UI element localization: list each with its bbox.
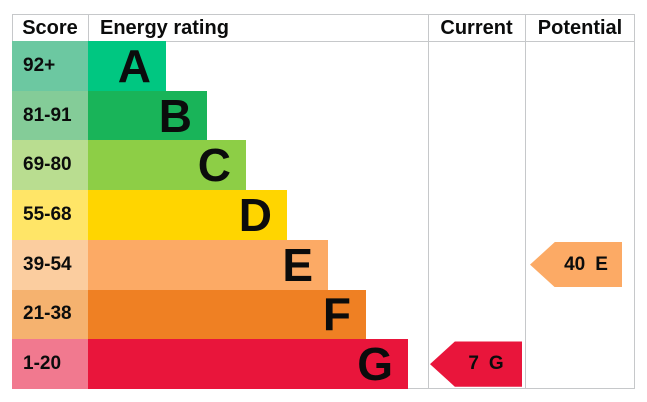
band-row-c: 69-80 C: [12, 140, 635, 191]
score-cell: 69-80: [12, 140, 88, 191]
band-bar: A: [88, 41, 166, 91]
score-cell: 92+: [12, 41, 88, 91]
band-row-d: 55-68 D: [12, 190, 635, 240]
table-header: Score Energy rating Current Potential: [12, 15, 635, 41]
potential-score-value: 40: [564, 253, 586, 275]
band-bar: E: [88, 239, 328, 290]
potential-arrow: 40 E: [530, 242, 622, 288]
table-top-border: [12, 14, 635, 15]
current-column-divider: [428, 14, 429, 389]
band-rows: 92+ A 81-91 B 69-80 C 55-68 D 39-54 E 21…: [12, 41, 635, 390]
band-bar: B: [88, 90, 207, 141]
band-bar: F: [88, 289, 366, 340]
epc-table: Score Energy rating Current Potential 92…: [12, 14, 635, 390]
score-cell: 81-91: [12, 90, 88, 141]
header-left-border: [12, 14, 13, 41]
band-bar: G: [88, 339, 408, 390]
band-row-f: 21-38 F: [12, 289, 635, 340]
band-row-e: 39-54 E: [12, 239, 635, 290]
score-cell: 21-38: [12, 289, 88, 340]
score-cell: 39-54: [12, 239, 88, 290]
current-score-value: 7: [468, 353, 479, 375]
score-column-header: Score: [22, 16, 78, 39]
band-row-g: 1-20 G: [12, 339, 635, 390]
table-right-border: [634, 14, 635, 389]
score-cell: 1-20: [12, 339, 88, 390]
band-bar: D: [88, 190, 287, 240]
band-bar: C: [88, 140, 246, 191]
score-cell: 55-68: [12, 190, 88, 240]
header-bottom-border: [12, 41, 635, 42]
score-column-divider: [88, 14, 89, 41]
potential-column-divider: [525, 14, 526, 389]
energy-rating-column-header: Energy rating: [100, 16, 229, 39]
potential-band-letter: E: [595, 253, 608, 275]
potential-column-header: Potential: [537, 16, 623, 39]
band-row-a: 92+ A: [12, 41, 635, 91]
current-band-letter: G: [488, 353, 504, 375]
band-row-b: 81-91 B: [12, 90, 635, 141]
current-column-header: Current: [440, 16, 513, 39]
